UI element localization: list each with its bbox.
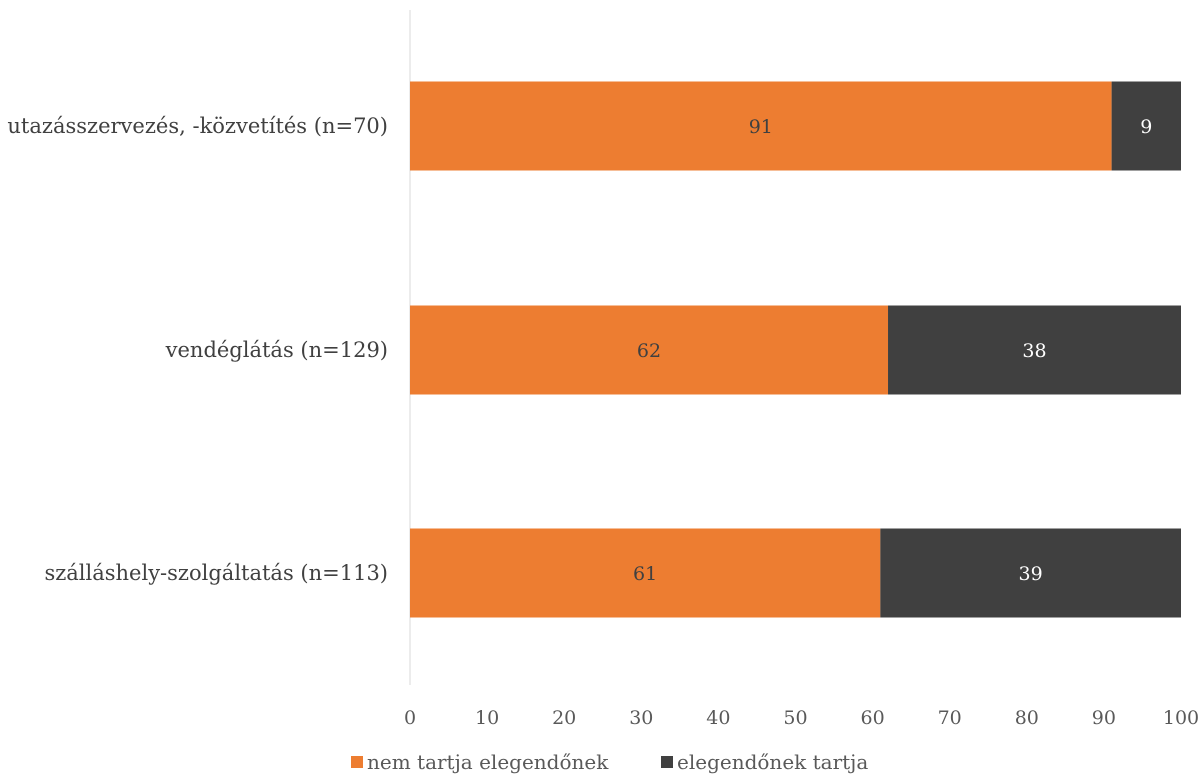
bar-value-label: 62	[637, 340, 661, 362]
bar-segment	[1111, 81, 1181, 171]
legend-swatch-elegendonek	[661, 756, 673, 768]
legend-label-nem-tartja: nem tartja elegendőnek	[367, 750, 609, 774]
x-tick-label: 10	[475, 707, 499, 729]
category-label: utazásszervezés, -közvetítés (n=70)	[7, 114, 388, 138]
x-tick-label: 90	[1092, 707, 1116, 729]
data-labels-group: 91 9 62 38 61 39	[633, 116, 1152, 585]
bar-value-label: 38	[1022, 340, 1046, 362]
bar-segment	[888, 305, 1181, 395]
x-tick-label: 30	[629, 707, 653, 729]
bars-group	[410, 81, 1181, 618]
legend-item-nem-tartja: nem tartja elegendőnek	[351, 750, 609, 774]
category-labels-group: utazásszervezés, -közvetítés (n=70) vendé…	[7, 114, 388, 585]
bar-segment	[880, 528, 1181, 618]
legend: nem tartja elegendőnek elegendőnek tartj…	[351, 750, 868, 774]
x-tick-label: 0	[404, 707, 416, 729]
bar-segment	[410, 528, 881, 618]
bar-value-label: 91	[749, 116, 773, 138]
x-tick-label: 80	[1015, 707, 1039, 729]
bar-segment	[410, 81, 1112, 171]
bar-value-label: 9	[1140, 116, 1152, 138]
x-axis-tick-labels: 0 10 20 30 40 50 60 70 80 90 100	[404, 707, 1199, 729]
x-tick-label: 50	[783, 707, 807, 729]
x-tick-label: 100	[1163, 707, 1199, 729]
legend-label-elegendonek: elegendőnek tartja	[677, 750, 868, 774]
x-tick-label: 40	[706, 707, 730, 729]
bar-segment	[410, 305, 889, 395]
category-label: vendéglátás (n=129)	[165, 338, 388, 362]
x-tick-label: 20	[552, 707, 576, 729]
bar-value-label: 39	[1019, 563, 1043, 585]
category-label: szálláshely-szolgáltatás (n=113)	[44, 561, 388, 585]
legend-swatch-nem-tartja	[351, 756, 363, 768]
legend-item-elegendonek-tartja: elegendőnek tartja	[661, 750, 868, 774]
x-tick-label: 60	[861, 707, 885, 729]
bar-value-label: 61	[633, 563, 657, 585]
x-tick-label: 70	[938, 707, 962, 729]
